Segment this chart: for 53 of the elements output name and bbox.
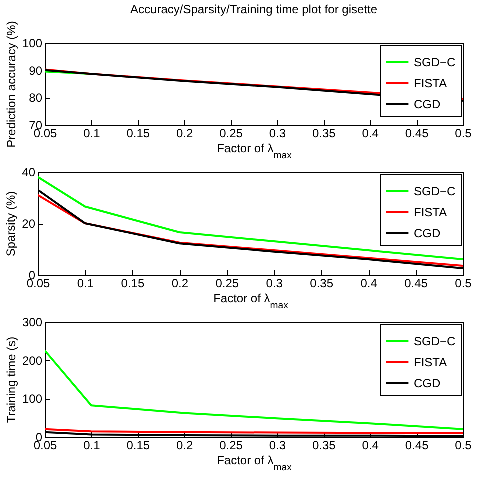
x-tick-label: 0.4	[362, 438, 380, 452]
line-series	[38, 176, 463, 261]
x-tick-label: 0.1	[77, 276, 94, 290]
legend-label: FISTA	[414, 206, 448, 220]
chart-title: Accuracy/Sparsity/Training time plot for gisette	[130, 2, 378, 17]
x-tick-label: 0.5	[455, 438, 472, 452]
y-tick-label: 200	[22, 354, 43, 368]
x-tick-label: 0.45	[405, 438, 430, 452]
x-tick-label: 0.25	[220, 126, 244, 140]
x-tick-label: 0.15	[126, 126, 150, 140]
legend-label: SGD−C	[414, 56, 456, 70]
y-tick-label: 40	[22, 166, 36, 180]
y-tick-label: 300	[22, 316, 43, 330]
y-axis-title: Sparsity (%)	[4, 191, 18, 257]
legend-label: SGD−C	[414, 334, 456, 348]
x-tick-label: 0.3	[266, 276, 284, 290]
x-axis-title: Factor of λ$_{max}$	[214, 292, 289, 311]
x-axis-title: Factor of λ$_{max}$	[217, 142, 292, 161]
line-series	[45, 350, 463, 430]
legend-label: SGD−C	[414, 184, 456, 198]
x-tick-label: 0.35	[312, 126, 336, 140]
x-axis-title: Factor of λ$_{max}$	[217, 454, 292, 473]
x-tick-label: 0.15	[126, 438, 150, 452]
y-tick-label: 20	[22, 217, 36, 231]
x-tick-label: 0.3	[269, 438, 286, 452]
legend-label: CGD	[414, 98, 441, 112]
x-tick-label: 0.5	[455, 126, 472, 140]
y-tick-label: 100	[22, 36, 43, 50]
x-tick-label: 0.3	[269, 126, 286, 140]
x-tick-label: 0.45	[404, 276, 428, 290]
legend-label: FISTA	[414, 76, 448, 90]
legend-label: CGD	[414, 376, 441, 390]
x-tick-label: 0.45	[405, 126, 430, 140]
x-tick-label: 0.35	[312, 438, 336, 452]
y-tick-label: 100	[22, 392, 43, 406]
x-tick-label: 0.15	[121, 276, 145, 290]
x-tick-label: 0.2	[176, 126, 194, 140]
x-tick-label: 0.25	[216, 276, 240, 290]
x-tick-label: 0.1	[84, 126, 101, 140]
y-tick-label: 90	[29, 64, 43, 78]
x-tick-label: 0.4	[362, 126, 380, 140]
x-tick-label: 0.5	[455, 276, 472, 290]
y-axis-title: Training time (s)	[4, 336, 18, 424]
y-tick-label: 80	[29, 91, 43, 106]
x-tick-label: 0.35	[310, 276, 334, 290]
x-tick-label: 0.25	[220, 438, 244, 452]
x-tick-label: 0.4	[360, 276, 378, 290]
x-tick-label: 0.2	[172, 276, 189, 290]
legend-label: CGD	[414, 226, 441, 240]
legend-label: FISTA	[414, 356, 448, 370]
x-tick-label: 0.2	[176, 438, 194, 452]
x-tick-label: 0.1	[84, 438, 101, 452]
y-axis-title: Prediction accuracy (%)	[4, 21, 18, 148]
